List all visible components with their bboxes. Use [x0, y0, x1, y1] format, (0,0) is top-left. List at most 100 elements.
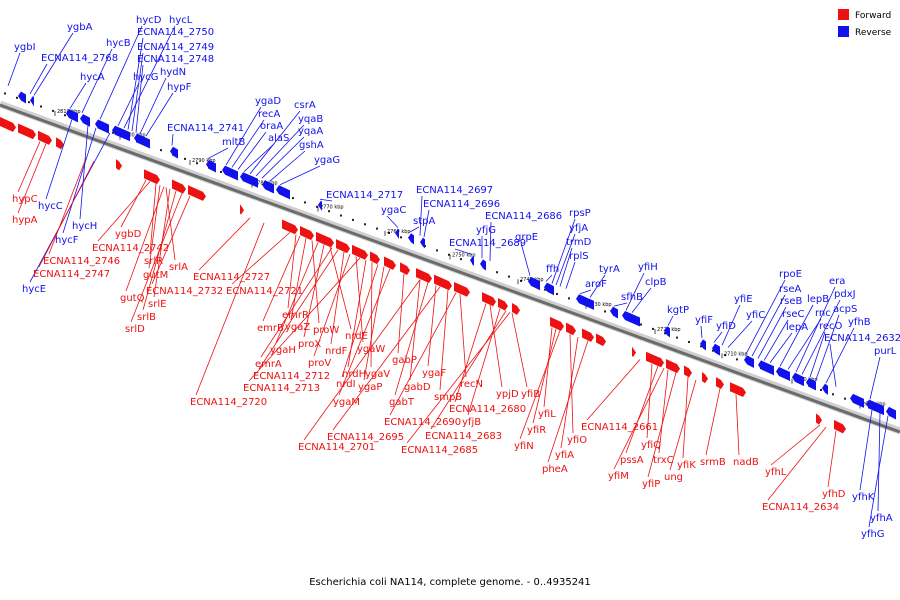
gene-label-ecna114-2721: ECNA114_2721: [226, 286, 303, 297]
forward-gene-arrow: [434, 274, 452, 291]
reverse-gene-arrow: [80, 114, 90, 127]
leader-line: [131, 52, 144, 132]
marker-dot: [40, 105, 42, 108]
gene-label-rsec: rseC: [782, 309, 804, 320]
marker-dot: [352, 218, 354, 221]
gene-label-hypa: hypA: [12, 215, 38, 226]
leader-line: [565, 261, 576, 289]
gene-label-nadb: nadB: [733, 457, 759, 468]
gene-label-ygaw: ygaW: [357, 344, 385, 355]
reverse-gene-arrow: [792, 372, 804, 387]
leader-line: [551, 218, 576, 284]
forward-gene-arrow: [684, 365, 692, 378]
gene-label-reca: recA: [258, 109, 281, 120]
gene-label-yfhd: yfhD: [822, 489, 846, 500]
leader-line: [427, 285, 437, 367]
leader-line: [555, 233, 576, 286]
gene-label-ygaf: ygaF: [422, 368, 446, 379]
leader-line: [275, 242, 319, 344]
gene-label-yfjb: yfjB: [462, 417, 481, 428]
gene-label-ygap: ygaP: [358, 382, 382, 393]
gene-label-hyca: hycA: [80, 72, 105, 83]
gene-label-emrb: emrB: [257, 323, 284, 334]
leader-line: [225, 106, 262, 166]
leader-line: [545, 274, 553, 282]
forward-gene-arrow: [498, 297, 508, 311]
forward-gene-arrow: [582, 328, 594, 342]
gene-label-ecna114-2689: ECNA114_2689: [449, 238, 526, 249]
leader-line: [543, 327, 553, 408]
reverse-gene-arrow: [318, 200, 322, 211]
scale-tick-label: 2700 kbp: [794, 377, 818, 383]
gene-label-yfhb: yfhB: [848, 317, 871, 328]
reverse-gene-arrow: [222, 165, 238, 181]
gene-label-yfik: yfiK: [677, 460, 696, 471]
reverse-gene-arrow: [30, 95, 34, 107]
marker-dot: [28, 101, 30, 104]
forward-gene-arrow: [632, 346, 636, 358]
leader-line: [97, 181, 151, 242]
gene-label-ygah: ygaH: [270, 345, 296, 356]
leader-line: [631, 287, 652, 313]
gene-label-ecna114-2750: ECNA114_2750: [137, 27, 214, 38]
leader-line: [99, 25, 143, 120]
gene-label-hycg: hycG: [133, 72, 159, 83]
gene-label-ecna114-2680: ECNA114_2680: [449, 404, 526, 415]
reverse-gene-arrow: [850, 393, 864, 408]
leader-line: [869, 356, 881, 400]
gene-label-ygav: ygaV: [365, 369, 390, 380]
gene-label-mltb: mltB: [222, 137, 245, 148]
leader-line: [625, 272, 645, 311]
marker-dot: [292, 197, 294, 200]
leader-line: [560, 336, 579, 449]
reverse-gene-arrow: [470, 255, 474, 267]
reverse-gene-arrow: [95, 119, 109, 134]
scale-tick-label: 2800 kbp: [122, 133, 146, 139]
leader-line: [255, 124, 305, 177]
forward-gene-arrow: [400, 262, 410, 275]
reverse-gene-arrow: [112, 125, 130, 142]
gene-label-srle: srlE: [148, 299, 166, 310]
reverse-gene-arrow: [240, 172, 258, 188]
gene-label-ecna114-2683: ECNA114_2683: [425, 431, 502, 442]
leader-line: [198, 217, 251, 271]
forward-gene-arrow: [834, 420, 846, 434]
leader-line: [79, 124, 89, 220]
forward-gene-arrow: [144, 169, 160, 185]
gene-label-arof: aroF: [585, 279, 607, 290]
gene-label-hydn: hydN: [160, 67, 186, 78]
forward-gene-arrow: [550, 316, 564, 331]
leader-line: [829, 343, 837, 387]
marker-dot: [340, 214, 342, 217]
gene-label-ecna114-2697: ECNA114_2697: [416, 185, 493, 196]
marker-dot: [112, 131, 114, 134]
gene-label-ecna114-2712: ECNA114_2712: [253, 371, 330, 382]
gene-label-ecna114-2741: ECNA114_2741: [167, 123, 244, 134]
gene-label-ypjd: ypjD: [496, 389, 519, 400]
marker-dot: [220, 170, 222, 173]
leader-line: [145, 92, 174, 137]
gene-label-yfib: yfiB: [521, 389, 540, 400]
leader-line: [721, 304, 741, 346]
leader-line: [801, 299, 841, 375]
marker-dot: [64, 114, 66, 117]
marker-dot: [196, 162, 198, 165]
legend-forward-swatch: [838, 9, 849, 20]
gene-label-sfhb: sfhB: [621, 292, 643, 303]
reverse-gene-arrow: [576, 294, 594, 310]
leader-line: [713, 331, 723, 343]
gene-label-ecna114-2749: ECNA114_2749: [137, 42, 214, 53]
scale-tick-label: 2770 kbp: [320, 205, 344, 211]
scale-tick-label: 2750 kbp: [452, 253, 476, 259]
gene-label-hycd: hycD: [136, 15, 162, 26]
leader-line: [547, 340, 589, 463]
leader-line: [519, 330, 561, 440]
leader-line: [261, 136, 305, 179]
leader-line: [62, 127, 97, 234]
leader-line: [439, 289, 449, 391]
forward-gene-arrow: [0, 117, 16, 132]
gene-label-stpa: stpA: [413, 216, 435, 227]
gene-label-ecna114-2685: ECNA114_2685: [401, 445, 478, 456]
leader-line: [207, 147, 229, 159]
gene-label-nrdh: nrdH: [342, 369, 366, 380]
